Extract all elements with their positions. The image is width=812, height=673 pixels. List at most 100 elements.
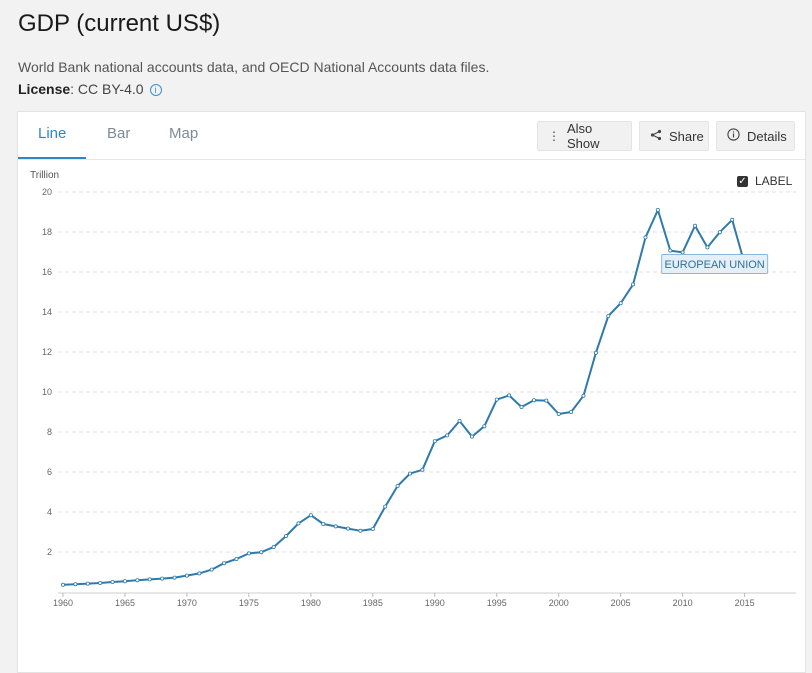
data-point — [85, 581, 90, 586]
data-point — [705, 245, 710, 250]
data-point — [544, 398, 549, 403]
data-point — [581, 393, 586, 398]
x-tick-label: 2015 — [735, 598, 755, 608]
data-point — [730, 217, 735, 222]
label-toggle[interactable]: ✓ LABEL — [737, 174, 792, 188]
data-point — [296, 521, 301, 526]
data-point — [184, 573, 189, 578]
details-button[interactable]: Details — [716, 121, 795, 151]
x-tick-label: 2010 — [673, 598, 693, 608]
data-point — [593, 350, 598, 355]
y-tick-label: 4 — [47, 507, 52, 517]
data-point — [531, 398, 536, 403]
data-point — [160, 576, 165, 581]
data-point — [668, 248, 673, 253]
x-tick-label: 2000 — [549, 598, 569, 608]
data-point — [693, 223, 698, 228]
data-point — [407, 471, 412, 476]
data-point — [209, 567, 214, 572]
x-tick-label: 1980 — [301, 598, 321, 608]
chart-tabs: Line Bar Map ⋮ Also Show Share Details — [18, 112, 805, 160]
data-point — [643, 235, 648, 240]
data-point — [370, 526, 375, 531]
label-toggle-text: LABEL — [755, 174, 793, 188]
data-point — [61, 582, 66, 587]
x-tick-label: 1985 — [363, 598, 383, 608]
license-value: : CC BY-4.0 — [70, 81, 144, 97]
data-point — [569, 409, 574, 414]
tab-line[interactable]: Line — [38, 125, 67, 142]
data-point — [147, 577, 152, 582]
data-point — [432, 439, 437, 444]
data-point — [284, 533, 289, 538]
source-note: World Bank national accounts data, and O… — [18, 59, 490, 75]
data-point — [631, 282, 636, 287]
data-point — [494, 397, 499, 402]
series-label-box — [661, 254, 769, 274]
data-point — [556, 411, 561, 416]
y-tick-label: 20 — [42, 187, 52, 197]
x-tick-label: 1960 — [53, 598, 73, 608]
details-label: Details — [747, 128, 787, 144]
data-point — [73, 582, 78, 587]
data-point — [197, 571, 202, 576]
data-point — [680, 250, 685, 255]
data-point — [482, 424, 487, 429]
x-tick-label: 1975 — [239, 598, 259, 608]
data-point — [172, 575, 177, 580]
data-point — [110, 579, 115, 584]
data-point — [98, 580, 103, 585]
data-point — [395, 483, 400, 488]
data-point — [358, 528, 363, 533]
license-label: License — [18, 81, 71, 97]
y-tick-label: 18 — [42, 227, 52, 237]
data-point — [606, 313, 611, 318]
info-icon[interactable]: i — [149, 84, 162, 96]
x-tick-label: 1995 — [487, 598, 507, 608]
data-point — [321, 521, 326, 526]
data-point — [333, 524, 338, 529]
x-tick-label: 1990 — [425, 598, 445, 608]
data-point — [259, 550, 264, 555]
data-point — [122, 579, 127, 584]
y-tick-label: 2 — [47, 547, 52, 557]
chart-panel: Line Bar Map ⋮ Also Show Share Details ✓… — [17, 111, 806, 673]
tab-map[interactable]: Map — [169, 125, 199, 142]
data-point — [135, 578, 140, 583]
label-checkbox[interactable]: ✓ — [737, 175, 748, 187]
y-tick-label: 16 — [42, 267, 52, 277]
data-point — [519, 404, 524, 409]
data-point — [346, 526, 351, 531]
share-label: Share — [669, 128, 704, 144]
page-title: GDP (current US$) — [18, 10, 221, 37]
data-point — [271, 544, 276, 549]
series-line — [62, 209, 758, 586]
share-icon — [650, 129, 662, 144]
data-point — [469, 434, 474, 439]
y-axis-unit-label: Trillion — [30, 170, 59, 181]
tab-bar[interactable]: Bar — [107, 125, 131, 142]
data-point — [246, 551, 251, 556]
y-tick-label: 14 — [42, 307, 52, 317]
license-line: License: CC BY-4.0 i — [18, 81, 162, 97]
data-point — [222, 561, 227, 566]
y-tick-label: 12 — [42, 347, 52, 357]
info-circle-icon — [727, 128, 740, 144]
series-label: EUROPEAN UNION — [665, 259, 765, 271]
y-tick-label: 6 — [47, 467, 52, 477]
gdp-line-chart: Trillion 2 4 6 8 10 12 14 16 18 20 1960 1965 1970 1975… — [30, 170, 796, 608]
also-show-button[interactable]: ⋮ Also Show — [537, 121, 632, 151]
share-button[interactable]: Share — [639, 121, 709, 151]
vertical-dots-icon: ⋮ — [548, 129, 560, 143]
active-tab-indicator — [18, 157, 86, 159]
data-point — [420, 467, 425, 472]
data-point — [618, 301, 623, 306]
data-point — [308, 513, 313, 518]
x-tick-label: 1965 — [115, 598, 135, 608]
data-point — [457, 418, 462, 423]
data-point — [507, 393, 512, 398]
data-point — [717, 230, 722, 235]
also-show-label: Also Show — [567, 121, 600, 151]
data-point — [383, 504, 388, 509]
y-tick-label: 10 — [42, 387, 52, 397]
